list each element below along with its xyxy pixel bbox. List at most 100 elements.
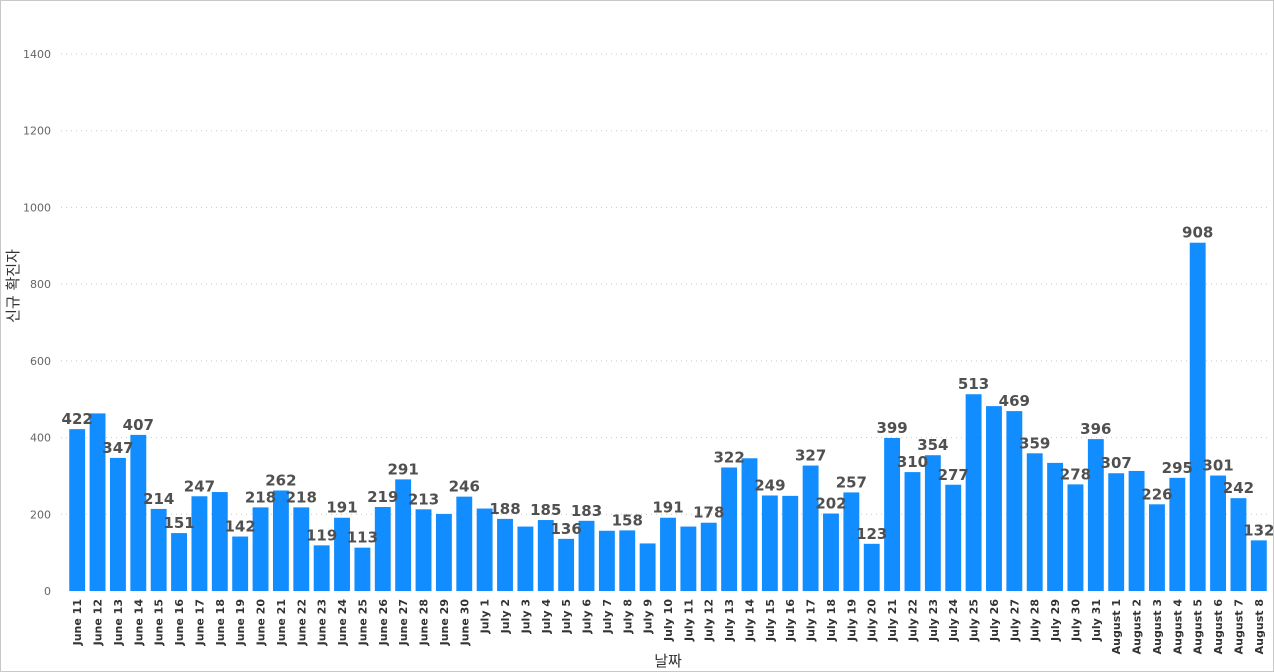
- x-axis-ticks: June 11 June 12 June 13 June 14 June 15 June …: [71, 599, 1266, 655]
- data-label: 469: [999, 392, 1030, 410]
- data-label: 422: [62, 410, 93, 428]
- x-tick-label: July 31: [1090, 599, 1103, 642]
- bar: [741, 458, 758, 591]
- data-label: 407: [123, 416, 154, 434]
- data-label: 347: [102, 439, 133, 457]
- bar: [558, 538, 575, 591]
- bar: [293, 507, 310, 591]
- bar: [171, 533, 187, 591]
- bar: [1210, 475, 1227, 591]
- x-tick-label: August 1: [1110, 599, 1123, 654]
- data-label: 242: [1223, 479, 1254, 497]
- x-tick-label: July 3: [519, 599, 532, 634]
- x-tick-label: July 24: [947, 599, 960, 642]
- x-tick-label: July 1: [479, 599, 492, 634]
- bar: [476, 508, 493, 591]
- bar: [761, 495, 778, 591]
- x-tick-label: June 17: [193, 599, 206, 646]
- bar: [1128, 470, 1145, 591]
- bar: [252, 507, 269, 591]
- x-tick-label: June 26: [377, 599, 390, 647]
- data-label: 295: [1162, 459, 1193, 477]
- bar: [1230, 498, 1247, 591]
- x-tick-label: July 20: [866, 599, 879, 642]
- data-label: 123: [856, 525, 887, 543]
- x-tick-label: July 11: [682, 599, 695, 642]
- data-label: 322: [713, 448, 744, 466]
- x-tick-label: August 8: [1253, 599, 1266, 654]
- data-label: 278: [1060, 465, 1091, 483]
- x-tick-label: July 19: [845, 599, 858, 642]
- x-tick-label: June 13: [112, 599, 125, 646]
- x-tick-label: July 5: [560, 599, 573, 634]
- bar: [965, 394, 982, 591]
- data-label: 359: [1019, 434, 1050, 452]
- data-label: 399: [876, 419, 907, 437]
- x-tick-label: June 28: [418, 599, 431, 646]
- data-label: 249: [754, 476, 785, 494]
- bar: [232, 536, 249, 591]
- bar: [130, 434, 147, 591]
- y-axis-ticks: 0 200 400 600 800 1000 1200 1400: [23, 48, 51, 598]
- bar: [334, 517, 350, 591]
- x-axis-title: 날짜: [654, 652, 682, 670]
- bar: [109, 457, 126, 591]
- data-label: 247: [184, 477, 215, 495]
- x-tick-label: June 29: [438, 599, 451, 646]
- x-tick-label: July 21: [886, 599, 899, 642]
- data-label: 132: [1243, 521, 1273, 539]
- bar: [354, 547, 371, 591]
- x-tick-label: August 4: [1171, 599, 1184, 655]
- bar: [89, 413, 106, 591]
- bar: [639, 543, 656, 591]
- bar: [517, 526, 534, 591]
- bar: [1087, 439, 1104, 591]
- bar: [497, 518, 513, 591]
- bar: [782, 495, 799, 591]
- data-label: 183: [571, 502, 602, 520]
- x-tick-label: July 28: [1029, 599, 1042, 642]
- bar: [191, 496, 208, 591]
- bar: [660, 517, 676, 591]
- bar: [884, 437, 901, 591]
- bar: [863, 543, 880, 591]
- x-tick-label: August 6: [1212, 599, 1225, 655]
- data-label: 191: [326, 499, 357, 517]
- data-label: 291: [387, 460, 418, 478]
- x-tick-label: June 20: [255, 599, 268, 647]
- bar: [1149, 504, 1165, 591]
- x-tick-label: August 7: [1232, 599, 1245, 654]
- data-label: 354: [917, 436, 948, 454]
- x-tick-label: June 27: [397, 599, 410, 646]
- x-tick-label: July 29: [1049, 599, 1062, 642]
- y-tick-label: 1400: [23, 48, 51, 61]
- data-label: 218: [286, 488, 317, 506]
- data-label: 246: [449, 478, 480, 496]
- x-tick-label: July 13: [723, 599, 736, 642]
- bar: [272, 490, 289, 591]
- bar: [700, 522, 717, 591]
- bar: [211, 492, 228, 591]
- x-tick-label: July 23: [927, 599, 940, 642]
- x-tick-label: June 18: [214, 599, 227, 646]
- data-label: 396: [1080, 420, 1111, 438]
- x-tick-label: July 30: [1069, 599, 1082, 642]
- x-tick-label: June 14: [132, 599, 145, 647]
- bar: [374, 506, 391, 591]
- bar: [1169, 477, 1186, 591]
- data-label: 113: [347, 529, 378, 547]
- x-tick-label: July 10: [662, 599, 675, 642]
- y-tick-label: 0: [44, 585, 51, 598]
- data-label: 191: [652, 499, 683, 517]
- y-tick-label: 600: [30, 355, 51, 368]
- x-tick-label: July 18: [825, 599, 838, 642]
- bar: [1250, 540, 1267, 591]
- x-tick-label: June 24: [336, 599, 349, 647]
- bar: [537, 520, 554, 591]
- data-label: 219: [367, 488, 398, 506]
- bar: [435, 513, 452, 591]
- x-tick-label: July 2: [499, 599, 512, 634]
- bar: [823, 513, 839, 591]
- x-tick-label: June 22: [295, 599, 308, 646]
